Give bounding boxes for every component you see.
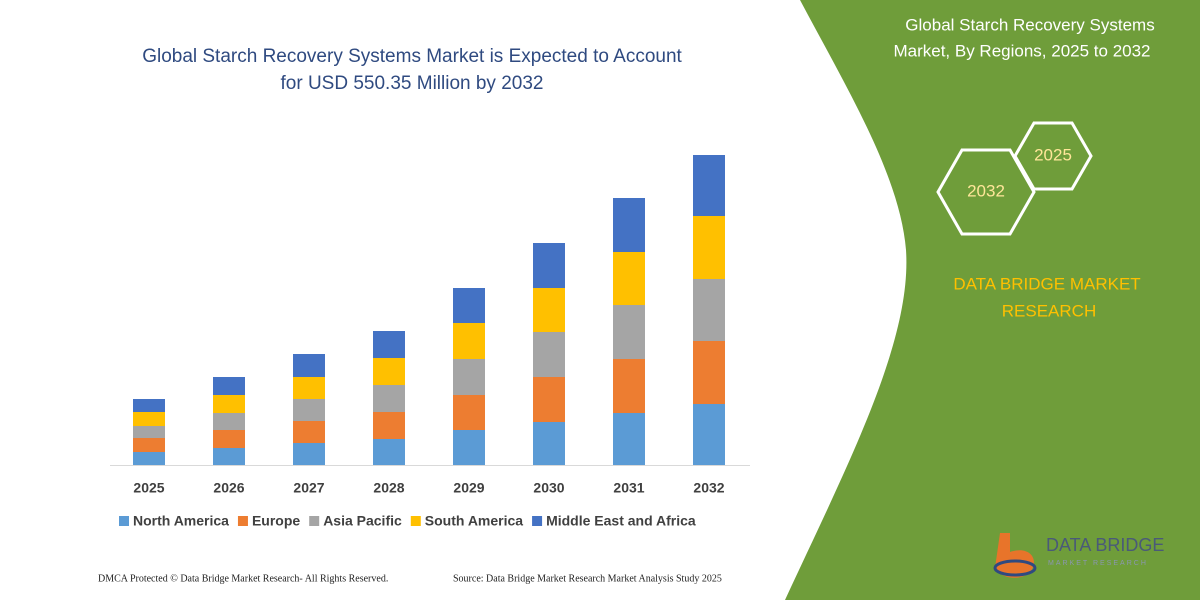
panel-title: Market, By Regions, 2025 to 2032 (893, 41, 1150, 60)
bar-segment (373, 331, 405, 358)
logo-mark (995, 533, 1034, 578)
bar-segment (613, 198, 645, 252)
brand-text: RESEARCH (1002, 301, 1096, 320)
bar-segment (453, 359, 485, 395)
bar-segment (533, 377, 565, 422)
legend-label: Middle East and Africa (546, 513, 696, 529)
legend-label: North America (133, 513, 229, 529)
legend-swatch (119, 516, 129, 526)
bar-segment (293, 399, 325, 421)
x-tick-label: 2030 (533, 480, 564, 496)
bar-segment (293, 354, 325, 377)
bar-segment (133, 438, 165, 452)
bar-segment (533, 243, 565, 288)
chart-title: for USD 550.35 Million by 2032 (281, 73, 544, 94)
legend-swatch (410, 516, 421, 526)
x-tick-label: 2028 (373, 480, 404, 496)
bar-segment (693, 279, 725, 341)
bar-segment (133, 412, 165, 426)
x-tick-label: 2026 (213, 480, 244, 496)
bar-segment (213, 377, 245, 395)
x-tick-label: 2025 (133, 480, 164, 496)
bar-segment (613, 252, 645, 305)
hexagon-label: 2032 (967, 181, 1005, 200)
hexagon (1013, 121, 1093, 191)
bar-segment (533, 288, 565, 332)
bar-segment (293, 377, 325, 399)
bar-segment (373, 385, 405, 412)
bar-segment (693, 404, 725, 465)
x-tick-label: 2029 (453, 480, 484, 496)
logo-subtext: MARKET RESEARCH (1048, 560, 1148, 567)
bar-segment (133, 452, 165, 465)
hexagon-label: 2025 (1034, 145, 1072, 164)
side-panel (785, 0, 1200, 600)
bar-segment (293, 443, 325, 465)
bar-segment (213, 395, 245, 413)
legend-swatch (237, 516, 248, 526)
bar-segment (533, 332, 565, 377)
x-tick-label: 2032 (693, 480, 724, 496)
bar-segment (373, 358, 405, 385)
bar-segment (693, 155, 725, 216)
chart-title: Global Starch Recovery Systems Market is… (142, 46, 682, 67)
legend-label: Europe (252, 513, 300, 529)
hexagon (936, 148, 1036, 236)
bar-segment (133, 399, 165, 412)
panel-title: Global Starch Recovery Systems (905, 15, 1154, 34)
bar-segment (213, 448, 245, 465)
footer-right: Source: Data Bridge Market Research Mark… (453, 573, 722, 584)
bar-segment (453, 430, 485, 465)
brand-text: DATA BRIDGE MARKET (953, 274, 1140, 293)
logo-ring (993, 559, 1037, 577)
bar-segment (213, 413, 245, 430)
footer-left: DMCA Protected © Data Bridge Market Rese… (98, 573, 388, 584)
bar-segment (693, 216, 725, 279)
bar-segment (453, 395, 485, 430)
bar-segment (613, 413, 645, 465)
bar-segment (453, 323, 485, 359)
bar-segment (693, 341, 725, 404)
x-tick-label: 2027 (293, 480, 324, 496)
bar-segment (213, 430, 245, 448)
legend-label: Asia Pacific (323, 513, 402, 529)
bar-segment (613, 359, 645, 413)
x-tick-label: 2031 (613, 480, 644, 496)
legend-swatch (309, 516, 320, 526)
logo: DATA BRIDGE MARKET RESEARCH (993, 533, 1164, 578)
bar-segment (373, 439, 405, 465)
legend-swatch (532, 516, 543, 526)
legend-label: South America (425, 513, 523, 529)
bar-segment (133, 426, 165, 438)
bar-segment (613, 305, 645, 359)
bar-segment (533, 422, 565, 465)
bar-segment (293, 421, 325, 443)
bar-segment (453, 288, 485, 323)
logo-text: DATA BRIDGE (1046, 535, 1164, 555)
bar-segment (373, 412, 405, 439)
